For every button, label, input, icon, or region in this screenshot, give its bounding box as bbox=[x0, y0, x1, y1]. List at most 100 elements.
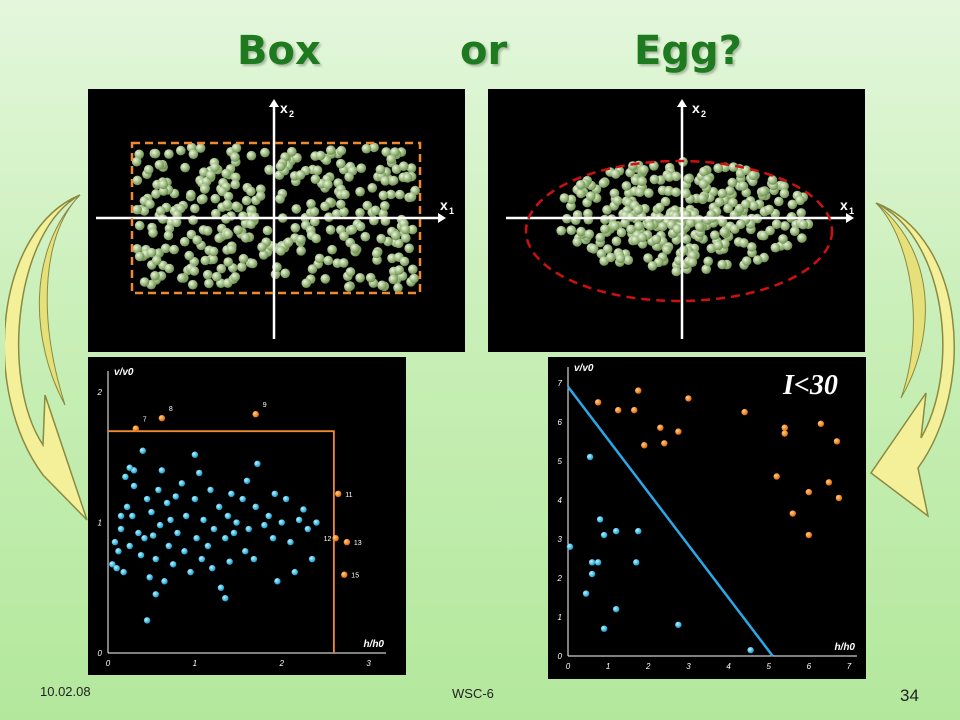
x-tick-label: 3 bbox=[366, 659, 371, 668]
box-particle bbox=[246, 219, 256, 229]
box-particle bbox=[258, 250, 269, 260]
x-tick-label: 6 bbox=[807, 662, 812, 671]
box-particle bbox=[184, 250, 194, 261]
egg-particle bbox=[764, 204, 775, 215]
blue-point bbox=[141, 534, 148, 542]
egg-particle bbox=[633, 205, 643, 215]
box-particle bbox=[388, 175, 399, 186]
box-particle bbox=[400, 224, 411, 235]
point-label: 9 bbox=[263, 402, 267, 409]
egg-particle bbox=[771, 219, 782, 229]
box-particle bbox=[275, 194, 285, 204]
box-x-arrowhead bbox=[438, 213, 446, 223]
box-particle bbox=[355, 221, 366, 232]
egg-particle bbox=[649, 161, 659, 171]
box-particle bbox=[230, 272, 241, 282]
blue-point bbox=[200, 516, 207, 524]
box-particle bbox=[240, 233, 251, 243]
box-y-label: x bbox=[280, 100, 288, 116]
box-particle bbox=[164, 263, 175, 274]
egg-particle bbox=[583, 208, 593, 219]
box-particle bbox=[390, 147, 400, 157]
orange-point bbox=[675, 428, 682, 435]
box-particle bbox=[296, 246, 306, 256]
blue-point bbox=[596, 516, 604, 523]
box-particle bbox=[255, 184, 266, 194]
blue-point bbox=[129, 512, 136, 520]
box-particle bbox=[391, 230, 401, 241]
egg-particle bbox=[758, 186, 769, 197]
box-particle bbox=[231, 143, 242, 153]
x-tick-label: 0 bbox=[566, 662, 571, 671]
box-particle bbox=[132, 244, 142, 254]
orange-point bbox=[252, 411, 259, 418]
blue-point bbox=[594, 559, 602, 566]
box-particle bbox=[262, 225, 273, 236]
box-particle bbox=[188, 149, 199, 159]
box-particle bbox=[148, 228, 158, 238]
box-particle bbox=[260, 147, 270, 158]
box-particle bbox=[203, 269, 213, 280]
blue-point bbox=[612, 527, 620, 535]
box-particle bbox=[223, 191, 234, 202]
box-particle bbox=[276, 246, 286, 256]
blue-point bbox=[254, 460, 261, 468]
orange-point bbox=[594, 399, 602, 406]
egg-particle bbox=[602, 205, 612, 215]
box-particle bbox=[338, 258, 349, 268]
egg-particle bbox=[576, 226, 586, 237]
y-tick-label: 0 bbox=[98, 649, 103, 658]
blue-point bbox=[149, 532, 157, 539]
blue-point bbox=[181, 548, 188, 555]
box-particle bbox=[377, 280, 387, 291]
box-particle bbox=[340, 189, 350, 200]
egg-particle bbox=[671, 171, 681, 182]
box-particle bbox=[210, 193, 221, 204]
box-particle bbox=[406, 192, 417, 202]
box-particle bbox=[376, 233, 387, 244]
x-tick-label: 4 bbox=[726, 662, 731, 671]
box-particle bbox=[211, 208, 221, 219]
egg-border bbox=[524, 159, 834, 303]
y-tick-label: 5 bbox=[558, 457, 563, 466]
egg-particle bbox=[681, 234, 692, 244]
box-particle bbox=[314, 253, 325, 264]
box-particle bbox=[339, 207, 349, 217]
box-particle bbox=[190, 203, 200, 214]
box-particle bbox=[380, 201, 390, 211]
box-particle bbox=[350, 243, 360, 254]
egg-particle bbox=[685, 218, 696, 228]
box-particle bbox=[378, 208, 388, 219]
box-particle bbox=[311, 233, 321, 244]
egg-particle bbox=[739, 238, 749, 248]
egg-particle bbox=[637, 232, 648, 243]
x-axis-label: h/h0 bbox=[834, 642, 855, 653]
box-particle bbox=[355, 186, 365, 197]
egg-particle bbox=[671, 187, 681, 197]
box-particle bbox=[320, 274, 331, 284]
box-particle bbox=[221, 168, 231, 179]
blue-point bbox=[566, 543, 574, 550]
egg-particle bbox=[779, 181, 789, 192]
blue-point bbox=[115, 548, 122, 555]
box-particle bbox=[406, 163, 417, 173]
y-tick-label: 4 bbox=[558, 496, 563, 505]
box-particle bbox=[315, 150, 326, 161]
blue-point bbox=[196, 469, 203, 477]
box-particle bbox=[336, 145, 347, 156]
box-particle bbox=[407, 224, 418, 235]
box-particle bbox=[134, 220, 145, 231]
egg-particle bbox=[767, 175, 778, 185]
box-particle bbox=[230, 179, 240, 190]
egg-particle bbox=[572, 237, 582, 247]
box-particle bbox=[394, 265, 405, 275]
box-particle bbox=[143, 164, 154, 175]
box-particle bbox=[401, 233, 411, 243]
egg-particle bbox=[798, 219, 808, 230]
x-tick-label: 1 bbox=[193, 659, 197, 668]
orange-point bbox=[614, 406, 622, 414]
egg-particle bbox=[779, 188, 790, 199]
blue-point bbox=[287, 538, 294, 546]
box-particle bbox=[310, 174, 321, 184]
orange-point bbox=[343, 538, 351, 546]
